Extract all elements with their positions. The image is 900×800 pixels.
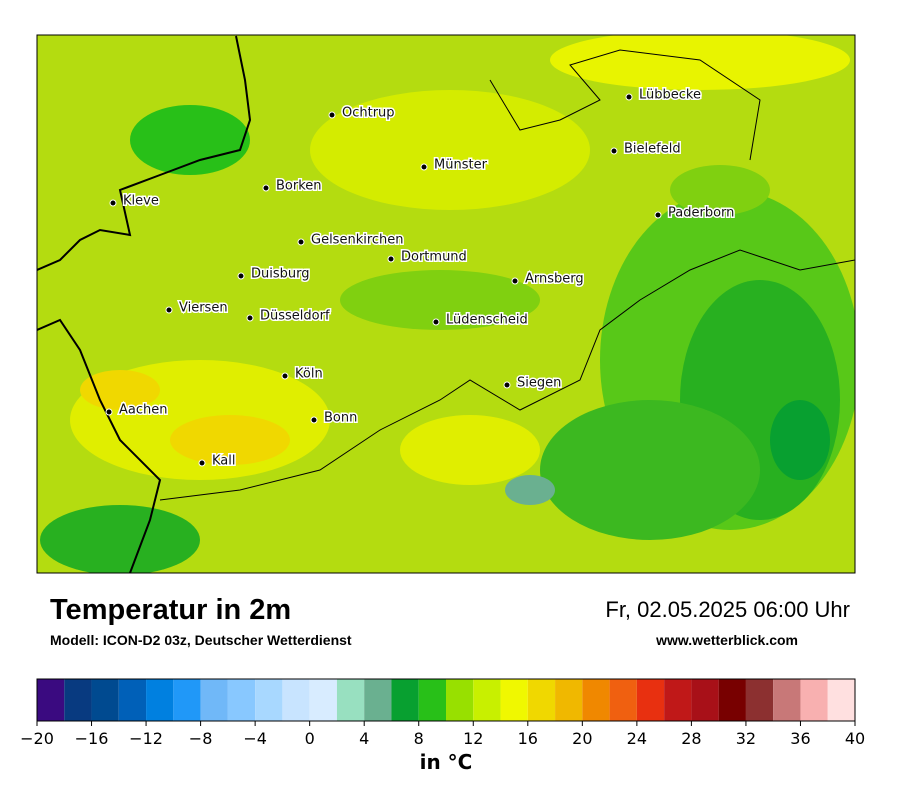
colorbar-segment [609, 679, 637, 721]
colorbar-segment [364, 679, 392, 721]
colorbar-frame [36, 678, 856, 722]
city-label: Kall [212, 454, 236, 469]
colorbar-segment [336, 679, 365, 721]
city-label: Köln [295, 367, 323, 382]
city-label: Paderborn [668, 206, 734, 221]
colorbar-segment [800, 679, 828, 721]
city-labels: Lübbecke Ochtrup Bielefeld Münster Borken Kle… [105, 86, 736, 470]
city-label: Düsseldorf [260, 309, 330, 324]
city-dot [387, 255, 395, 263]
colorbar-segment [200, 679, 228, 721]
map-frame [36, 34, 856, 574]
city-dot [310, 416, 318, 424]
colorbar-segment [527, 679, 556, 721]
tick-label: 0 [305, 729, 315, 748]
tick-label: 24 [627, 729, 647, 748]
city-dot [165, 306, 173, 314]
tick-label: −4 [243, 729, 267, 748]
colorbar-segment [227, 679, 256, 721]
colorbar-segment [664, 679, 692, 721]
tick-label: 8 [414, 729, 424, 748]
city-dot [610, 147, 618, 155]
city-label: Bonn [324, 411, 357, 426]
tick-label: 20 [572, 729, 592, 748]
colorbar: −20 −16 −12 −8 −4 0 4 8 12 16 20 24 28 32 36 40 [20, 678, 865, 748]
colorbar-segment [173, 679, 201, 721]
colorbar-segment [718, 679, 746, 721]
colorbar-segment [582, 679, 610, 721]
city-dot [511, 277, 519, 285]
city-label: Bielefeld [624, 142, 681, 157]
tick-label: 36 [790, 729, 810, 748]
city-label: Dortmund [401, 250, 467, 265]
map [37, 35, 855, 573]
colorbar-segment [391, 679, 419, 721]
city-label: Gelsenkirchen [311, 233, 404, 248]
city-label: Siegen [517, 376, 561, 391]
tick-label: 12 [463, 729, 483, 748]
colorbar-segment [745, 679, 774, 721]
tick-label: 40 [845, 729, 865, 748]
colorbar-segment [91, 679, 119, 721]
tick-label: −20 [20, 729, 54, 748]
tick-label: 4 [359, 729, 369, 748]
city-label: Arnsberg [525, 272, 584, 287]
colorbar-segment [636, 679, 665, 721]
city-label: Kleve [123, 194, 159, 209]
tick-label: −8 [189, 729, 213, 748]
colorbar-segment [418, 679, 446, 721]
colorbar-segment [282, 679, 310, 721]
city-label: Duisburg [251, 267, 310, 282]
colorbar-segment [64, 679, 92, 721]
city-dot [246, 314, 254, 322]
tick-label: 28 [681, 729, 701, 748]
city-dot [654, 211, 662, 219]
colorbar-segment [691, 679, 719, 721]
colorbar-segment [37, 679, 65, 721]
website: www.wetterblick.com [655, 632, 798, 648]
city-dot [281, 372, 289, 380]
city-label: Aachen [119, 403, 167, 418]
city-dot [328, 111, 336, 119]
city-dot [432, 318, 440, 326]
city-label: Lübbecke [639, 88, 701, 103]
title: Temperatur in 2m [50, 594, 291, 626]
city-label: Borken [276, 179, 322, 194]
city-label: Ochtrup [342, 106, 395, 121]
city-label: Lüdenscheid [446, 313, 528, 328]
tick-label: −16 [75, 729, 109, 748]
colorbar-segment [500, 679, 528, 721]
city-dot [503, 381, 511, 389]
colorbar-label: in °C [420, 750, 473, 774]
colorbar-segment [146, 679, 174, 721]
tick-label: −12 [129, 729, 163, 748]
city-label: Münster [434, 158, 488, 173]
colorbar-segment [773, 679, 801, 721]
tick-label: 16 [518, 729, 538, 748]
city-dot [420, 163, 428, 171]
subtitle: Modell: ICON-D2 03z, Deutscher Wetterdie… [50, 632, 352, 648]
colorbar-segment [473, 679, 501, 721]
colorbar-segment [255, 679, 283, 721]
colorbar-segment [118, 679, 147, 721]
city-dot [262, 184, 270, 192]
city-dot [198, 459, 206, 467]
city-dot [297, 238, 305, 246]
colorbar-segment [446, 679, 474, 721]
tick-label: 32 [736, 729, 756, 748]
city-label: Viersen [179, 301, 228, 316]
colorbar-segment [827, 679, 855, 721]
colorbar-segment [309, 679, 337, 721]
city-dot [625, 93, 633, 101]
colorbar-segment [555, 679, 583, 721]
city-dot [105, 408, 113, 416]
city-dot [109, 199, 117, 207]
city-dot [237, 272, 245, 280]
datetime: Fr, 02.05.2025 06:00 Uhr [605, 597, 850, 622]
